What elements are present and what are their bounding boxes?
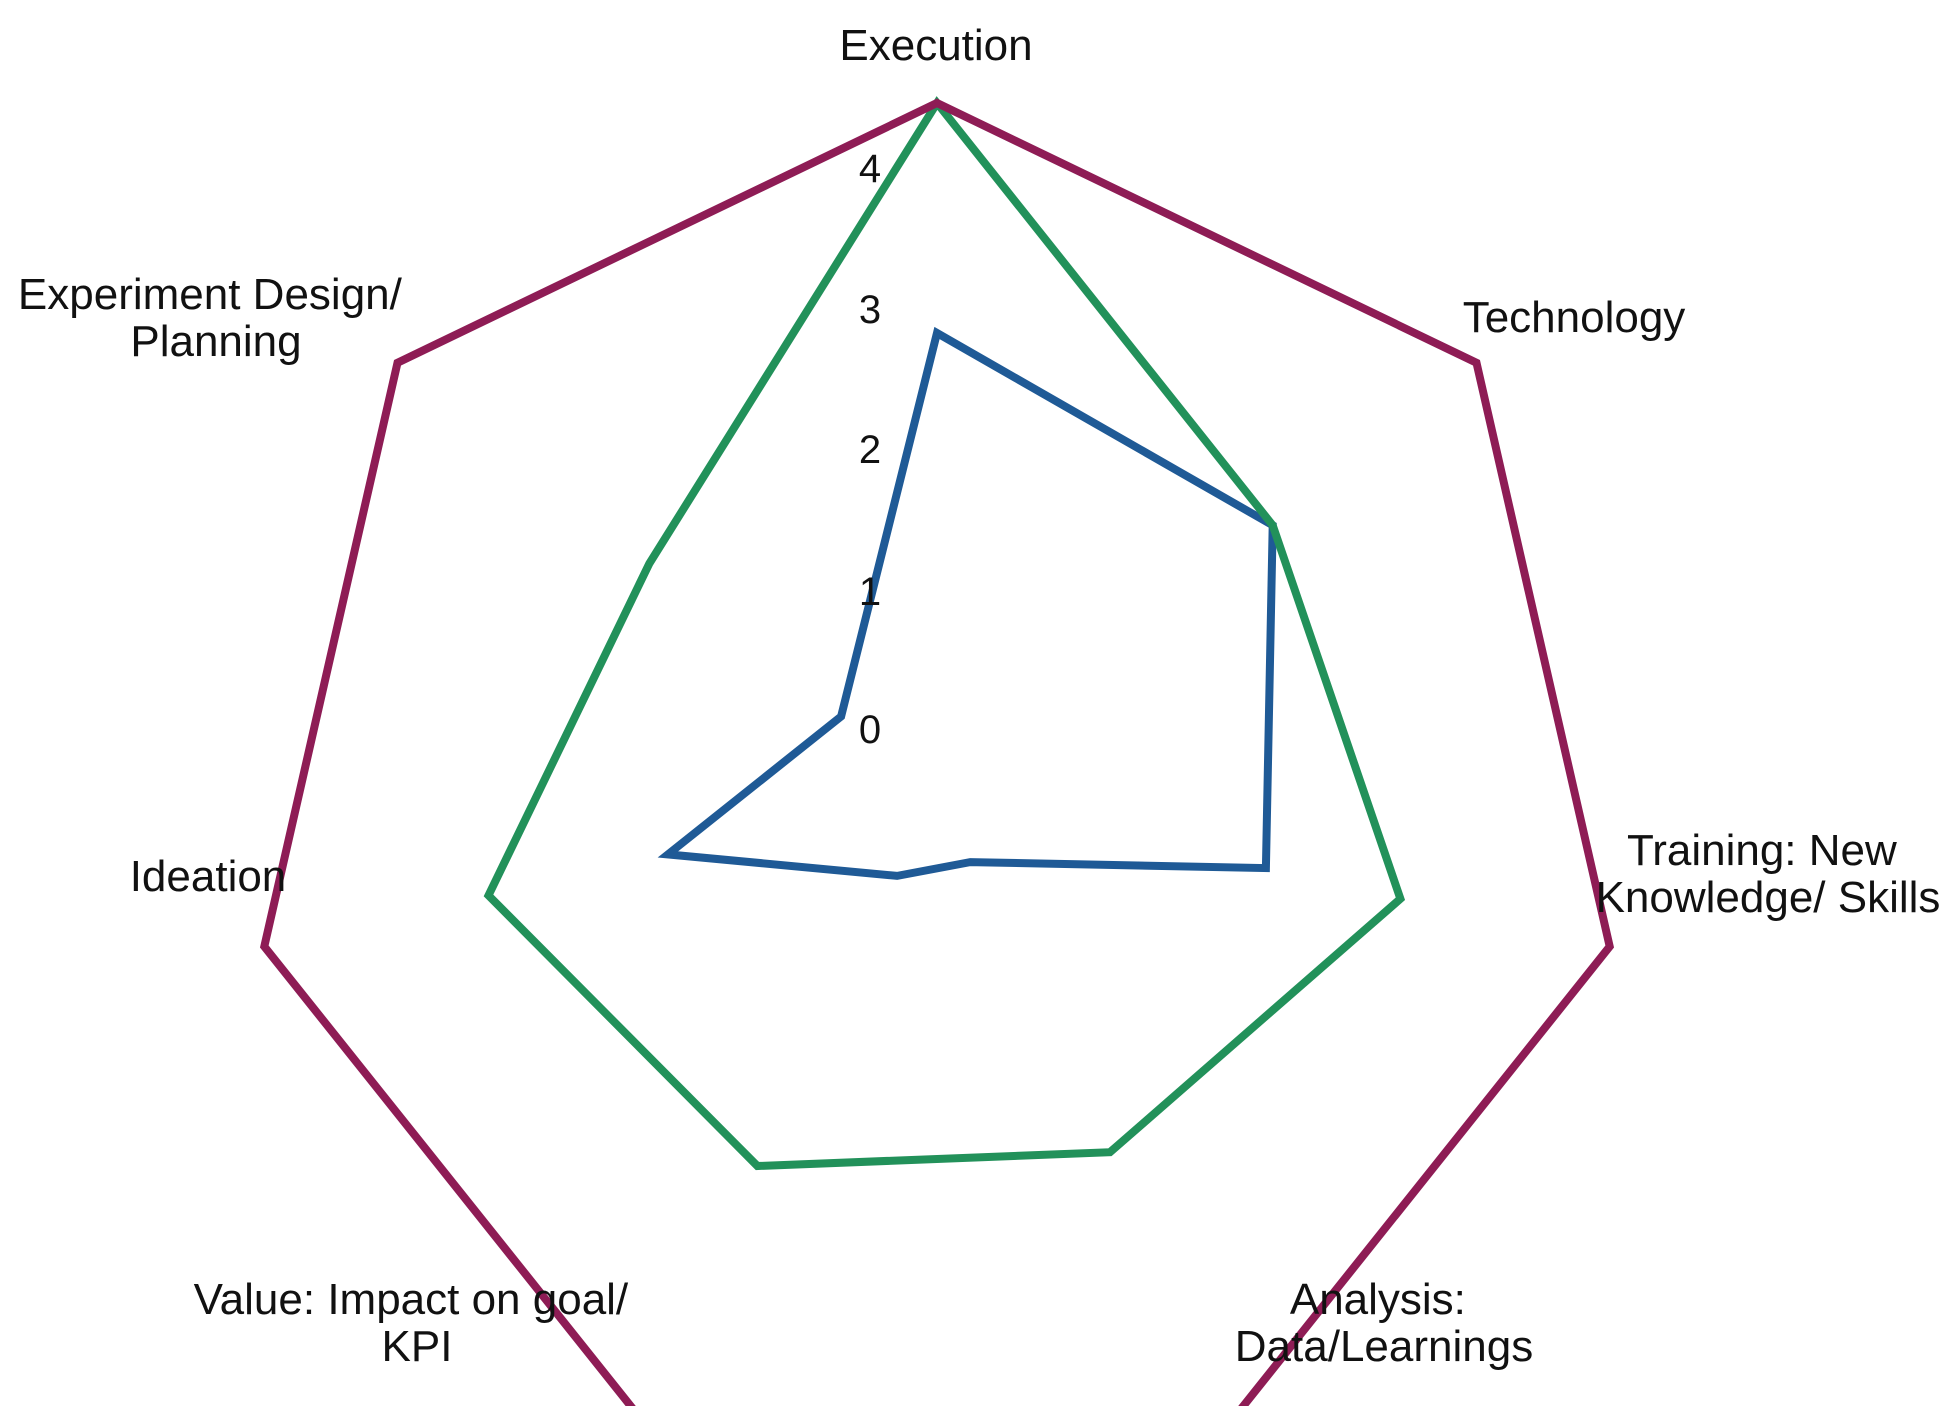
axis-label-training: Training: New Knowledge/ Skills (1596, 826, 1941, 922)
axis-label-value-line-1: Value: Impact on goal/ (194, 1275, 629, 1324)
tick-label-0: 0 (859, 708, 881, 752)
axis-label-value-line-2: KPI (382, 1322, 453, 1371)
axis-label-experiment-design-line-1: Experiment Design/ (18, 270, 403, 319)
tick-label-4: 4 (859, 147, 881, 191)
axis-label-analysis-line-2: Data/Learnings (1235, 1322, 1533, 1371)
axis-labels: Execution Technology Training: New Knowl… (18, 21, 1941, 1371)
axis-label-experiment-design-line-2: Planning (130, 317, 301, 366)
tick-label-3: 3 (859, 288, 881, 332)
axis-label-technology: Technology (1463, 293, 1686, 342)
axis-label-execution: Execution (839, 21, 1032, 70)
radar-series-1 (657, 326, 1277, 880)
radar-series-3 (259, 98, 1615, 1406)
axis-label-analysis-line-1: Analysis: (1290, 1275, 1466, 1324)
radar-series-2 (483, 96, 1406, 1171)
axis-label-training-line-2: Knowledge/ Skills (1596, 873, 1941, 922)
tick-label-2: 2 (859, 428, 881, 472)
axis-label-value: Value: Impact on goal/ KPI (194, 1275, 641, 1371)
axis-label-ideation: Ideation (130, 852, 287, 901)
axis-label-analysis: Analysis: Data/Learnings (1235, 1275, 1533, 1371)
series-layer (259, 96, 1615, 1406)
axis-label-experiment-design: Experiment Design/ Planning (18, 270, 414, 366)
axis-label-training-line-1: Training: New (1627, 826, 1897, 875)
tick-label-1: 1 (859, 570, 881, 614)
tick-labels: 0 1 2 3 4 (859, 147, 881, 752)
